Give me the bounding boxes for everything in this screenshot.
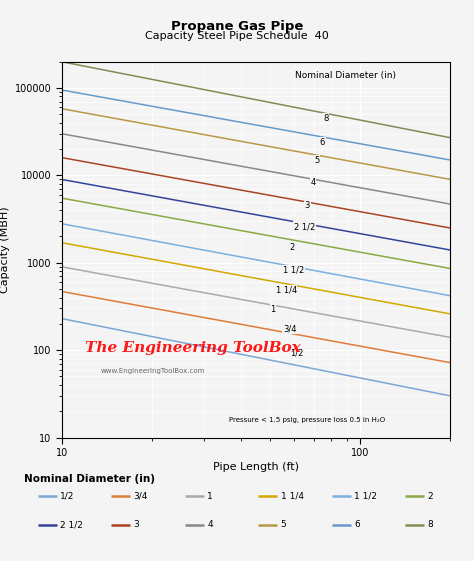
Text: 8: 8 [428, 520, 433, 529]
Text: Capacity Steel Pipe Schedule  40: Capacity Steel Pipe Schedule 40 [145, 31, 329, 41]
Text: Nominal Diameter (in): Nominal Diameter (in) [24, 474, 155, 484]
Text: 1/2: 1/2 [290, 348, 303, 357]
Text: 3: 3 [304, 201, 310, 210]
Text: 4: 4 [310, 178, 316, 187]
Text: 2 1/2: 2 1/2 [60, 520, 83, 529]
Text: Propane Gas Pipe: Propane Gas Pipe [171, 20, 303, 33]
Text: 2 1/2: 2 1/2 [294, 222, 315, 231]
Text: 3: 3 [134, 520, 139, 529]
X-axis label: Pipe Length (ft): Pipe Length (ft) [213, 462, 299, 472]
Text: 1 1/2: 1 1/2 [354, 492, 377, 501]
Text: www.EngineeringToolBox.com: www.EngineeringToolBox.com [100, 367, 205, 374]
Text: 8: 8 [323, 114, 328, 123]
Text: 4: 4 [207, 520, 213, 529]
Text: Nominal Diameter (in): Nominal Diameter (in) [295, 71, 396, 80]
Y-axis label: Capacity (MBH): Capacity (MBH) [0, 206, 10, 293]
Text: 6: 6 [319, 137, 325, 146]
Text: 6: 6 [354, 520, 360, 529]
Text: 1 1/4: 1 1/4 [275, 286, 297, 295]
Text: 2: 2 [428, 492, 433, 501]
Text: 3/4: 3/4 [134, 492, 148, 501]
Text: 2: 2 [290, 243, 295, 252]
Text: 5: 5 [281, 520, 286, 529]
Text: 1 1/2: 1 1/2 [283, 266, 304, 275]
Text: 5: 5 [314, 155, 319, 164]
Text: The Engineering ToolBox: The Engineering ToolBox [85, 341, 301, 355]
Text: Pressure < 1.5 psig, pressure loss 0.5 in H₂O: Pressure < 1.5 psig, pressure loss 0.5 i… [229, 417, 385, 422]
Text: 3/4: 3/4 [283, 324, 296, 333]
Text: 1 1/4: 1 1/4 [281, 492, 304, 501]
Text: 1: 1 [271, 305, 276, 314]
Text: 1: 1 [207, 492, 213, 501]
Text: 1/2: 1/2 [60, 492, 74, 501]
